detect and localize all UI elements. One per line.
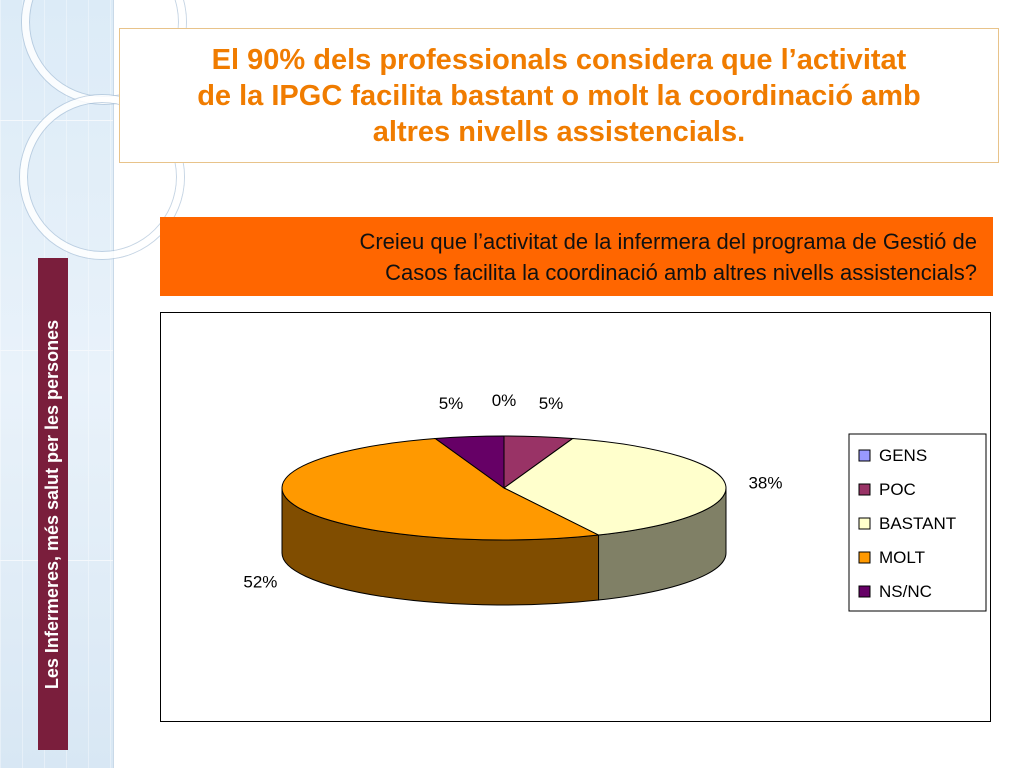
legend-label-bastant: BASTANT (879, 514, 956, 533)
data-label-poc: 5% (539, 394, 564, 413)
pie-data-labels: 0% 5% 38% 52% 5% (243, 391, 782, 591)
sidebar-label-background (38, 258, 68, 750)
legend-swatch-ns-nc (858, 585, 871, 598)
legend-swatch-molt (858, 551, 871, 564)
title-line-1: El 90% dels professionals considera que … (211, 43, 907, 76)
legend-box (848, 433, 987, 612)
data-label-gens: 0% (492, 391, 517, 410)
data-label-ns-nc: 5% (439, 394, 464, 413)
question-line-2: Casos facilita la coordinació amb altres… (385, 259, 977, 285)
legend-swatch-gens (858, 449, 871, 462)
pie-slice-molt (281, 438, 601, 541)
chart-frame: 0% 5% 38% 52% 5% GENS POC BASTANT MOLT NS/NC (160, 312, 991, 722)
legend-label-ns-nc: NS/NC (879, 582, 932, 601)
sidebar-label: Les Infermeres, més salut per les person… (38, 258, 68, 750)
data-label-molt: 52% (243, 572, 277, 591)
question-text: Creieu que l’activitat de la infermera d… (359, 226, 977, 288)
question-line-1: Creieu que l’activitat de la infermera d… (359, 228, 977, 254)
slide-title: El 90% dels professionals considera que … (187, 42, 931, 150)
legend-swatch-bastant (858, 517, 871, 530)
legend-label-poc: POC (879, 480, 916, 499)
pie-top-faces (281, 435, 727, 541)
pie-slice-bastant (503, 438, 727, 536)
pie-chart: 0% 5% 38% 52% 5% GENS POC BASTANT MOLT NS/NC (243, 391, 987, 612)
pie-slice-ns-nc (433, 435, 505, 489)
question-banner: Creieu que l’activitat de la infermera d… (160, 217, 993, 296)
data-label-bastant: 38% (748, 474, 782, 493)
title-line-2: de la IPGC facilita bastant o molt la co… (197, 79, 921, 112)
legend-swatch-poc (858, 483, 871, 496)
title-line-3: altres nivells assistencials. (372, 115, 746, 148)
legend-label-molt: MOLT (879, 548, 925, 567)
slide-title-box: El 90% dels professionals considera que … (119, 28, 999, 163)
legend-label-gens: GENS (879, 446, 927, 465)
decorative-ring (20, 95, 184, 259)
chart-legend: GENS POC BASTANT MOLT NS/NC (848, 433, 987, 612)
sidebar-label-text: Les Infermeres, més salut per les person… (42, 319, 63, 689)
